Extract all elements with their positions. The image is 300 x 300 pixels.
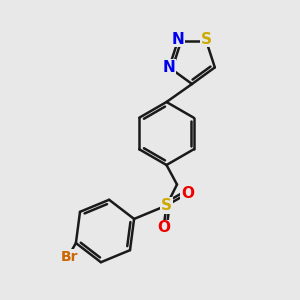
Text: Br: Br xyxy=(61,250,79,264)
Text: N: N xyxy=(172,32,184,46)
Text: O: O xyxy=(157,220,170,236)
Text: O: O xyxy=(181,186,194,201)
Text: S: S xyxy=(201,32,212,46)
Text: S: S xyxy=(161,198,172,213)
Text: N: N xyxy=(163,60,175,75)
